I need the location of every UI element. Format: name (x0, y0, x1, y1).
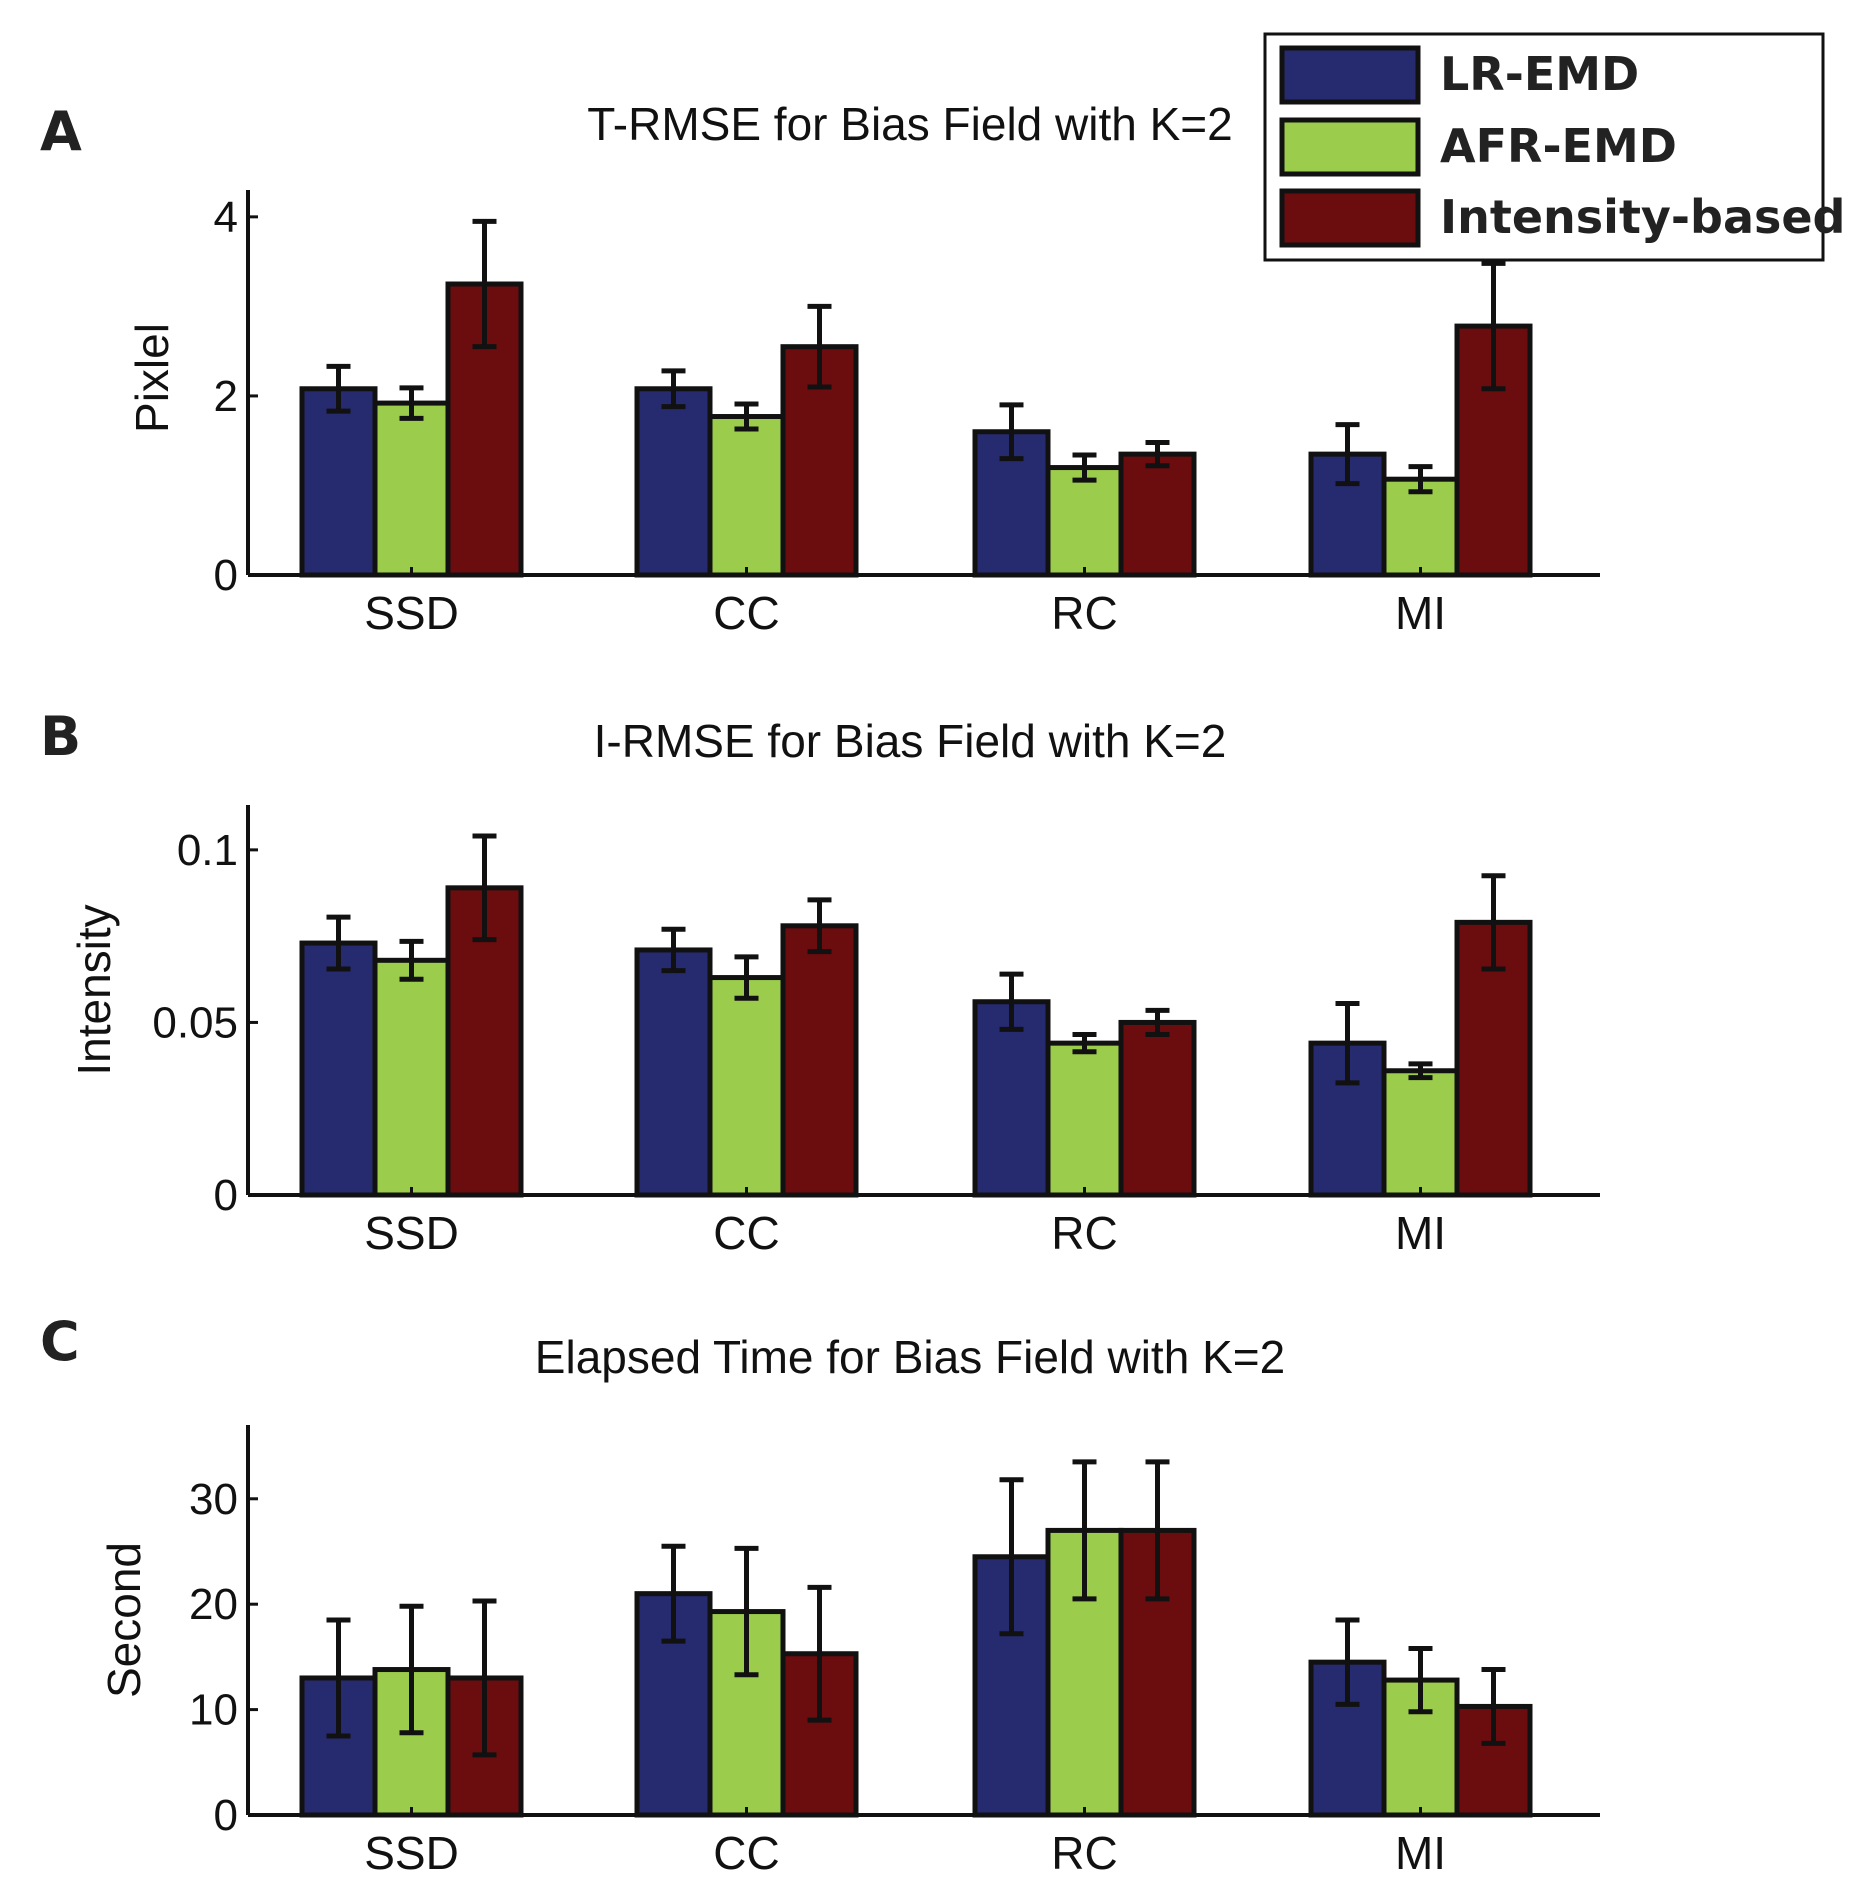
category-label: RC (1051, 1207, 1117, 1259)
legend-entry: LR-EMD (1279, 45, 1639, 105)
category-label: SSD (364, 1827, 459, 1879)
y-tick-label: 30 (189, 1475, 238, 1524)
bar (1118, 451, 1197, 578)
category-label: MI (1395, 587, 1446, 639)
category-label: CC (713, 1207, 779, 1259)
legend-label: Intensity-based (1440, 190, 1846, 244)
panel-letter-c: C (40, 1310, 80, 1373)
y-tick-label: 0 (214, 1171, 238, 1220)
category-label: CC (713, 587, 779, 639)
panel-letter-a: A (40, 100, 82, 163)
legend: LR-EMD AFR-EMD Intensity-based (1263, 32, 1846, 262)
legend-swatch-intensity-based (1279, 188, 1421, 248)
panel-a: A T-RMSE for Bias Field with K=2 Pixlel … (40, 98, 1600, 639)
category-label: MI (1395, 1207, 1446, 1259)
bar (634, 386, 713, 578)
plot-area: 0 10 20 30 SSD CC RC MI (189, 1425, 1600, 1879)
legend-swatch-afr-emd (1279, 117, 1421, 177)
legend-label: LR-EMD (1440, 47, 1639, 101)
y-axis-label: Second (98, 1542, 150, 1698)
y-tick-label: 4 (214, 193, 238, 242)
y-axis-label: Intensity (68, 904, 120, 1075)
bar (299, 940, 378, 1198)
plot-area: 0 2 4 SSD CC RC MI (214, 190, 1600, 639)
bar (372, 400, 451, 578)
bar (634, 947, 713, 1198)
bar (707, 414, 786, 578)
category-label: RC (1051, 1827, 1117, 1879)
y-axis-label: Pixlel (126, 323, 178, 433)
y-tick-label: 2 (214, 372, 238, 421)
bar (707, 975, 786, 1198)
category-label: SSD (364, 1207, 459, 1259)
bar (372, 957, 451, 1198)
bar (780, 923, 859, 1198)
panel-c: C Elapsed Time for Bias Field with K=2 S… (40, 1310, 1600, 1879)
legend-label: AFR-EMD (1440, 119, 1677, 173)
bar (1045, 1040, 1124, 1198)
panel-letter-b: B (40, 705, 81, 768)
y-tick-label: 0.05 (152, 998, 238, 1047)
y-tick-label: 0 (214, 1791, 238, 1840)
category-label: RC (1051, 587, 1117, 639)
y-tick-label: 20 (189, 1580, 238, 1629)
category-label: SSD (364, 587, 459, 639)
category-label: CC (713, 1827, 779, 1879)
chart-title: I-RMSE for Bias Field with K=2 (594, 715, 1227, 767)
category-label: MI (1395, 1827, 1446, 1879)
panel-b: B I-RMSE for Bias Field with K=2 Intensi… (40, 705, 1600, 1259)
plot-area: 0 0.05 0.1 SSD CC RC MI (152, 805, 1600, 1259)
bar (1045, 465, 1124, 578)
bar (1118, 1019, 1197, 1198)
y-tick-label: 10 (189, 1686, 238, 1735)
chart-title: Elapsed Time for Bias Field with K=2 (535, 1331, 1285, 1383)
legend-swatch-lr-emd (1279, 45, 1421, 105)
y-tick-label: 0.1 (177, 826, 238, 875)
bar (1381, 1068, 1460, 1198)
legend-entry: Intensity-based (1279, 188, 1846, 248)
bar (299, 386, 378, 578)
legend-entry: AFR-EMD (1279, 117, 1677, 177)
chart-title: T-RMSE for Bias Field with K=2 (587, 98, 1232, 150)
y-tick-label: 0 (214, 551, 238, 600)
